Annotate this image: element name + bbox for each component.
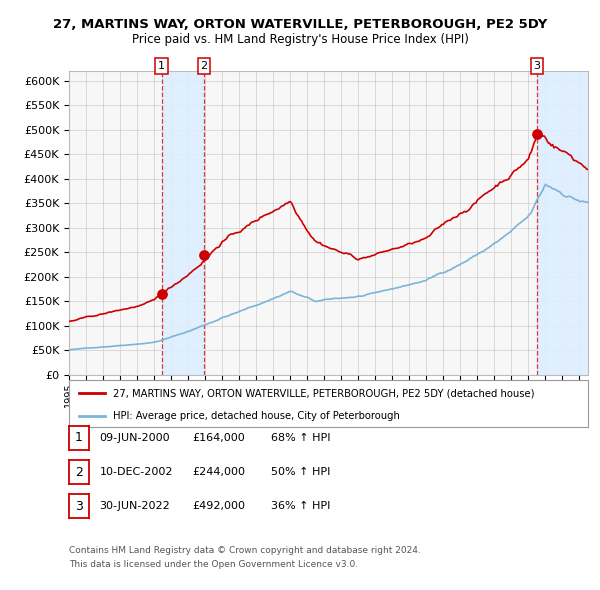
Bar [537, 71, 588, 375]
Text: 3: 3 [75, 500, 83, 513]
Point [532, 129, 542, 138]
Text: 2: 2 [75, 466, 83, 478]
Text: This data is licensed under the Open Government Licence v3.0.: This data is licensed under the Open Gov… [69, 560, 358, 569]
Text: 1: 1 [158, 61, 165, 71]
Text: 27, MARTINS WAY, ORTON WATERVILLE, PETERBOROUGH, PE2 5DY (detached house): 27, MARTINS WAY, ORTON WATERVILLE, PETER… [113, 388, 535, 398]
Text: Contains HM Land Registry data © Crown copyright and database right 2024.: Contains HM Land Registry data © Crown c… [69, 546, 421, 555]
Text: HPI: Average price, detached house, City of Peterborough: HPI: Average price, detached house, City… [113, 411, 400, 421]
Text: £244,000: £244,000 [193, 467, 245, 477]
Text: £164,000: £164,000 [193, 433, 245, 442]
Point [199, 250, 209, 260]
Text: 68% ↑ HPI: 68% ↑ HPI [271, 433, 330, 442]
Text: 1: 1 [75, 431, 83, 444]
Text: 27, MARTINS WAY, ORTON WATERVILLE, PETERBOROUGH, PE2 5DY: 27, MARTINS WAY, ORTON WATERVILLE, PETER… [53, 18, 547, 31]
Text: 50% ↑ HPI: 50% ↑ HPI [271, 467, 330, 477]
Text: 3: 3 [533, 61, 541, 71]
Text: 2: 2 [200, 61, 208, 71]
Text: 30-JUN-2022: 30-JUN-2022 [100, 502, 170, 511]
Text: £492,000: £492,000 [193, 502, 245, 511]
Point [157, 290, 166, 299]
Text: 36% ↑ HPI: 36% ↑ HPI [271, 502, 330, 511]
Bar [161, 71, 204, 375]
Text: 09-JUN-2000: 09-JUN-2000 [100, 433, 170, 442]
Text: Price paid vs. HM Land Registry's House Price Index (HPI): Price paid vs. HM Land Registry's House … [131, 33, 469, 46]
Text: 10-DEC-2002: 10-DEC-2002 [100, 467, 173, 477]
